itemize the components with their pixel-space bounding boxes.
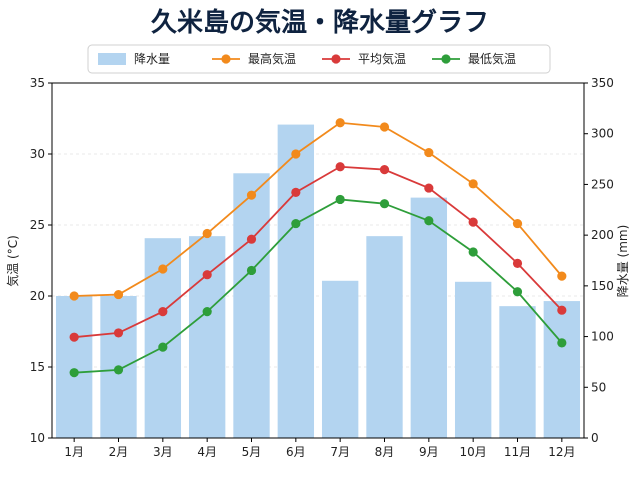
point-平均気温-3月 (158, 307, 168, 317)
bars (55, 124, 581, 438)
point-最高気温-9月 (424, 147, 434, 158)
point-平均気温-5月 (246, 234, 257, 244)
x-tick-label-5月: 5月 (242, 445, 262, 459)
y-right-tick-label-1: 50 (591, 380, 606, 394)
bar-5月 (233, 173, 270, 438)
point-最低気温-3月 (158, 342, 168, 352)
legend-marker-最高気温 (221, 54, 231, 64)
x-tick-label-6月: 6月 (286, 445, 306, 459)
point-最高気温-11月 (512, 218, 523, 229)
y-left-tick-label-2: 20 (30, 289, 45, 303)
line-平均気温 (74, 165, 563, 339)
y-left-tick-label-0: 10 (30, 431, 45, 445)
legend-marker-最低気温 (441, 54, 451, 64)
y-right-tick-label-7: 350 (591, 76, 614, 90)
point-平均気温-12月 (557, 305, 567, 315)
point-平均気温-6月 (291, 187, 301, 197)
bar-11月 (499, 306, 536, 438)
point-最低気温-5月 (246, 265, 257, 276)
bar-9月 (410, 197, 448, 438)
point-最高気温-12月 (557, 271, 567, 281)
point-最低気温-12月 (557, 338, 567, 348)
point-最低気温-11月 (512, 287, 523, 297)
lines (69, 118, 567, 378)
point-最高気温-5月 (246, 190, 257, 200)
y-left-tick-label-4: 30 (30, 147, 45, 161)
y-right-tick-label-5: 250 (591, 177, 614, 191)
legend-label-平均気温: 平均気温 (358, 51, 406, 66)
point-平均気温-10月 (468, 217, 478, 227)
y-right-tick-label-6: 300 (591, 127, 614, 141)
point-最高気温-6月 (291, 149, 301, 159)
point-最高気温-3月 (158, 264, 168, 274)
point-最低気温-9月 (424, 216, 434, 226)
point-最高気温-1月 (69, 291, 79, 301)
point-平均気温-7月 (335, 162, 345, 172)
bar-7月 (321, 280, 359, 438)
legend-label-最低気温: 最低気温 (468, 51, 516, 66)
bar-1月 (55, 296, 93, 438)
legend-marker-平均気温 (331, 54, 341, 64)
y-right-tick-label-4: 200 (591, 228, 614, 242)
x-tick-label-8月: 8月 (375, 445, 395, 459)
legend-swatch-降水量 (98, 53, 126, 65)
point-最低気温-2月 (113, 365, 124, 375)
x-tick-label-7月: 7月 (330, 445, 350, 459)
point-最低気温-8月 (379, 199, 390, 209)
y-right-tick-label-0: 0 (591, 431, 599, 445)
bar-12月 (543, 301, 581, 438)
x-tick-label-1月: 1月 (64, 445, 84, 459)
y-left-tick-label-5: 35 (30, 76, 45, 90)
line-最高気温 (74, 121, 563, 297)
point-平均気温-4月 (202, 270, 212, 280)
point-最高気温-10月 (468, 179, 478, 189)
bar-6月 (277, 124, 315, 438)
point-最低気温-1月 (69, 368, 79, 378)
x-tick-label-12月: 12月 (548, 445, 575, 459)
point-最低気温-4月 (202, 307, 212, 317)
point-平均気温-1月 (69, 332, 79, 342)
point-最高気温-8月 (379, 122, 390, 132)
plot-frame (51, 82, 585, 439)
y-right-tick-label-2: 100 (591, 330, 614, 344)
point-最低気温-10月 (468, 247, 478, 257)
legend-box (87, 44, 551, 74)
chart-title: 久米島の気温・降水量グラフ (151, 7, 489, 38)
point-平均気温-9月 (424, 183, 434, 193)
bar-8月 (366, 236, 403, 438)
legend-label-降水量: 降水量 (134, 52, 170, 66)
legend-label-最高気温: 最高気温 (248, 51, 296, 66)
y-right-tick-label-3: 150 (591, 279, 614, 293)
line-最低気温 (74, 198, 563, 374)
point-平均気温-11月 (512, 258, 523, 268)
point-平均気温-2月 (113, 328, 124, 338)
x-tick-label-11月: 11月 (504, 445, 531, 459)
point-最高気温-2月 (113, 289, 124, 300)
x-tick-label-9月: 9月 (419, 445, 439, 459)
y-left-axis-label: 気温 (°C) (5, 235, 20, 287)
x-tick-label-4月: 4月 (197, 445, 217, 459)
point-平均気温-8月 (379, 165, 390, 175)
y-right-axis-label: 降水量 (mm) (616, 225, 630, 298)
x-tick-label-3月: 3月 (153, 445, 173, 459)
x-tick-label-10月: 10月 (460, 445, 487, 459)
bar-4月 (188, 236, 226, 438)
point-最高気温-7月 (335, 118, 345, 128)
x-tick-label-2月: 2月 (109, 445, 129, 459)
point-最高気温-4月 (202, 228, 212, 239)
point-最低気温-7月 (335, 194, 345, 205)
y-left-tick-label-1: 15 (30, 360, 45, 374)
point-最低気温-6月 (291, 218, 301, 229)
y-left-tick-label-3: 25 (30, 218, 45, 232)
bar-10月 (454, 281, 492, 438)
legend: 降水量 最高気温 平均気温 最低気温 (87, 44, 551, 74)
